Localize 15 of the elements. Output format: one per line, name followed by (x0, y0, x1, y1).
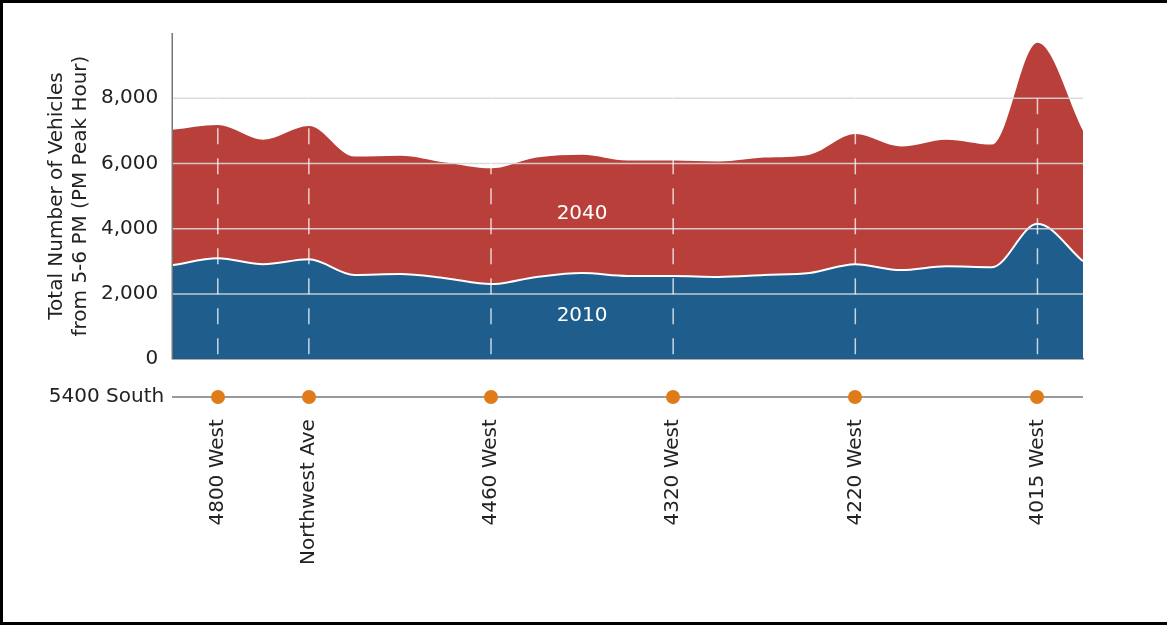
y-tick-label: 4,000 (100, 214, 159, 239)
x-tick-label: 4460 West (477, 418, 502, 526)
series-label: 2040 (556, 200, 608, 225)
x-tick-label: 4015 West (1023, 418, 1048, 526)
series-label: 2010 (556, 302, 608, 327)
y-tick-label: 8,000 (100, 84, 159, 109)
y-tick-label: 2,000 (100, 280, 159, 305)
x-tick-label: 4220 West (841, 418, 866, 526)
x-tick-label: Northwest Ave (295, 419, 320, 566)
y-tick-label: 6,000 (100, 149, 159, 174)
x-tick-label: 4320 West (659, 418, 684, 526)
x-axis-title: 5400 South (48, 383, 165, 408)
y-axis-title: Total Number of Vehicles from 5-6 PM (PM Peak Hour) (43, 55, 92, 337)
y-tick-label: 0 (145, 345, 159, 370)
x-tick-label: 4800 West (204, 418, 228, 526)
